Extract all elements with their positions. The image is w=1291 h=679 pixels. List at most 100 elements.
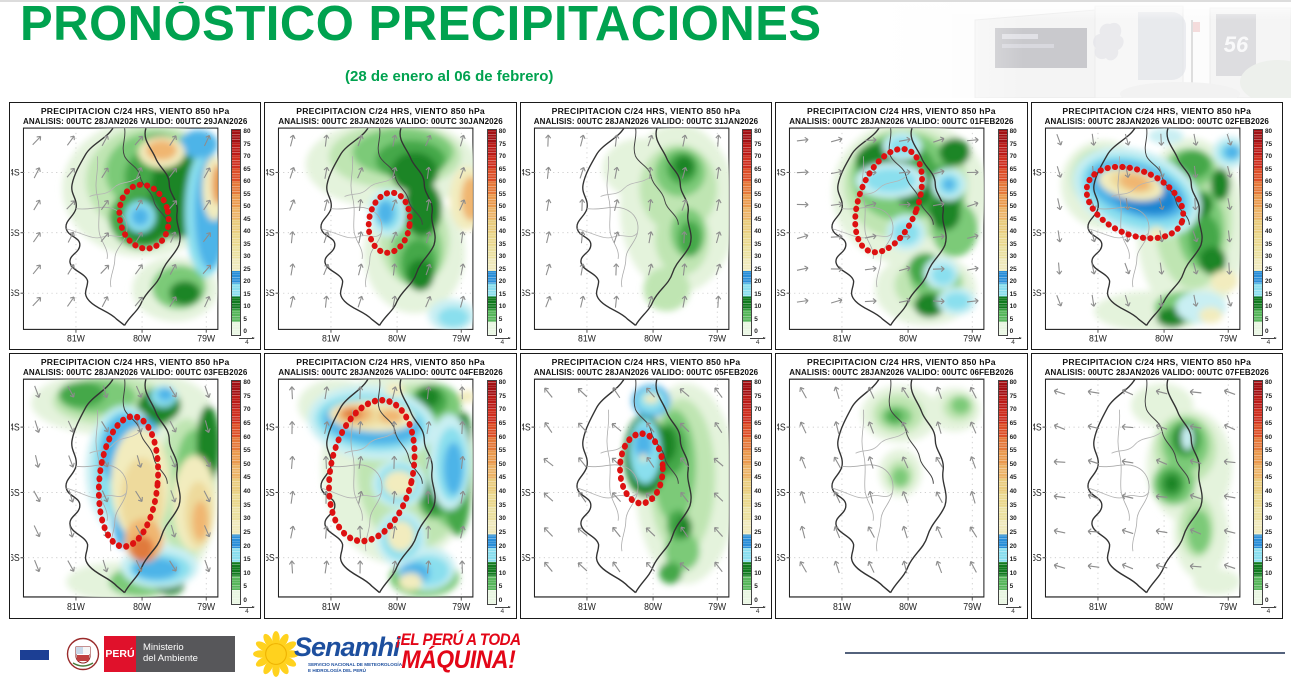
svg-text:80W: 80W [133,333,151,343]
wind-scale-reference: 4 [495,338,510,347]
colorbar-tick: 70 [243,154,258,160]
svg-text:81W: 81W [67,602,85,613]
colorbar-tick: 20 [1010,279,1025,285]
colorbar-tick: 40 [243,489,258,495]
svg-text:4S: 4S [522,167,531,177]
colorbar-tick: 30 [499,516,514,522]
colorbar-tick: 80 [1265,129,1280,135]
colorbar-tick: 60 [1010,179,1025,185]
svg-text:6S: 6S [11,553,20,564]
wind-scale-value: 4 [500,339,504,346]
svg-text:5S: 5S [11,228,20,238]
colorbar-tick: 5 [243,317,258,323]
colorbar-tick: 40 [1010,489,1025,495]
wind-scale-reference: 4 [1006,338,1021,347]
colorbar-tick: 45 [243,475,258,481]
colorbar-tick: 25 [754,267,769,273]
colorbar-tick: 10 [243,571,258,577]
colorbar-tick: 70 [1010,154,1025,160]
colorbar-tick: 25 [1010,530,1025,536]
colorbar-tick: 50 [499,204,514,210]
colorbar-tick: 45 [1265,475,1280,481]
colorbar-tick: 5 [1265,317,1280,323]
colorbar-tick: 20 [754,279,769,285]
senamhi-wordmark: Senamhi [294,634,402,661]
colorbar-tick: 45 [1265,217,1280,223]
svg-text:4S: 4S [266,422,275,433]
svg-text:4S: 4S [1033,167,1042,177]
colorbar-tick: 55 [1265,448,1280,454]
precipitation-wind-map: 4S5S6S81W80W79W [266,127,486,347]
colorbar-tick: 0 [499,598,514,604]
colorbar-tick: 5 [243,584,258,590]
svg-text:5S: 5S [522,487,531,498]
svg-text:80W: 80W [1155,333,1173,343]
svg-text:79W: 79W [708,333,726,343]
svg-text:4S: 4S [11,422,20,433]
colorbar-tick: 15 [243,557,258,563]
svg-text:79W: 79W [453,333,471,343]
svg-text:81W: 81W [1089,602,1107,613]
svg-text:4S: 4S [522,422,531,433]
colorbar-tick: 15 [1265,292,1280,298]
colorbar-tick: 80 [499,129,514,135]
colorbar-tick: 15 [499,557,514,563]
colorbar-tick: 60 [754,179,769,185]
precipitation-wind-map: 4S5S6S81W80W79W [11,127,231,347]
colorbar-tick: 60 [499,179,514,185]
precipitation-wind-map: 4S5S6S81W80W79W [1033,127,1253,347]
colorbar-tick: 0 [754,329,769,335]
svg-text:81W: 81W [578,333,596,343]
colorbar-tick: 80 [499,380,514,386]
colorbar-tick: 80 [754,380,769,386]
page-title: PRONÓSTICO PRECIPITACIONES [20,0,822,52]
colorbar-tick: 45 [1010,217,1025,223]
panel-title: PRECIPITACION C/24 HRS, VIENTO 850 hPa [521,106,771,116]
svg-text:81W: 81W [67,333,85,343]
senamhi-tagline: SERVICIO NACIONAL DE METEOROLOGÍA E HIDR… [308,662,402,673]
colorbar-tick: 45 [243,217,258,223]
panels-grid: PRECIPITACION C/24 HRS, VIENTO 850 hPa AN… [9,102,1283,619]
colorbar-tick: 40 [1265,229,1280,235]
colorbar-tick: 55 [754,448,769,454]
svg-text:5S: 5S [266,487,275,498]
colorbar-tick: 60 [754,435,769,441]
panel-analysis-valid-line: ANALISIS: 00UTC 28JAN2026 VALIDO: 00UTC … [10,117,260,126]
wind-scale-reference: 4 [495,607,510,616]
senamhi-building-photo: 56 [880,2,1291,98]
colorbar-tick: 30 [1265,254,1280,260]
colorbar-tick: 30 [243,254,258,260]
colorbar-tick: 55 [1265,192,1280,198]
colorbar-scale [742,380,752,605]
colorbar-tick: 80 [1265,380,1280,386]
senamhi-logo-text: Senamhi SERVICIO NACIONAL DE METEOROLOGÍ… [294,634,402,673]
colorbar-tick: 40 [754,489,769,495]
svg-text:79W: 79W [1219,333,1237,343]
colorbar-tick: 65 [754,167,769,173]
flag-bar [20,650,49,660]
colorbar-tick: 60 [243,179,258,185]
panel-analysis-valid-line: ANALISIS: 00UTC 28JAN2026 VALIDO: 00UTC … [776,368,1026,377]
colorbar-tick: 70 [1010,407,1025,413]
colorbar-tick: 10 [1265,304,1280,310]
precipitation-wind-map: 4S5S6S81W80W79W [266,378,486,616]
svg-text:6S: 6S [266,288,275,298]
colorbar-tick: 45 [499,217,514,223]
svg-text:4S: 4S [777,422,786,433]
svg-text:80W: 80W [899,602,917,613]
svg-text:5S: 5S [1033,487,1042,498]
svg-text:6S: 6S [522,288,531,298]
colorbar-tick: 10 [1010,304,1025,310]
colorbar-tick: 30 [1010,254,1025,260]
colorbar-tick: 25 [1265,530,1280,536]
panel-title: PRECIPITACION C/24 HRS, VIENTO 850 hPa [10,357,260,367]
svg-text:80W: 80W [388,602,406,613]
colorbar-tick: 65 [1265,421,1280,427]
